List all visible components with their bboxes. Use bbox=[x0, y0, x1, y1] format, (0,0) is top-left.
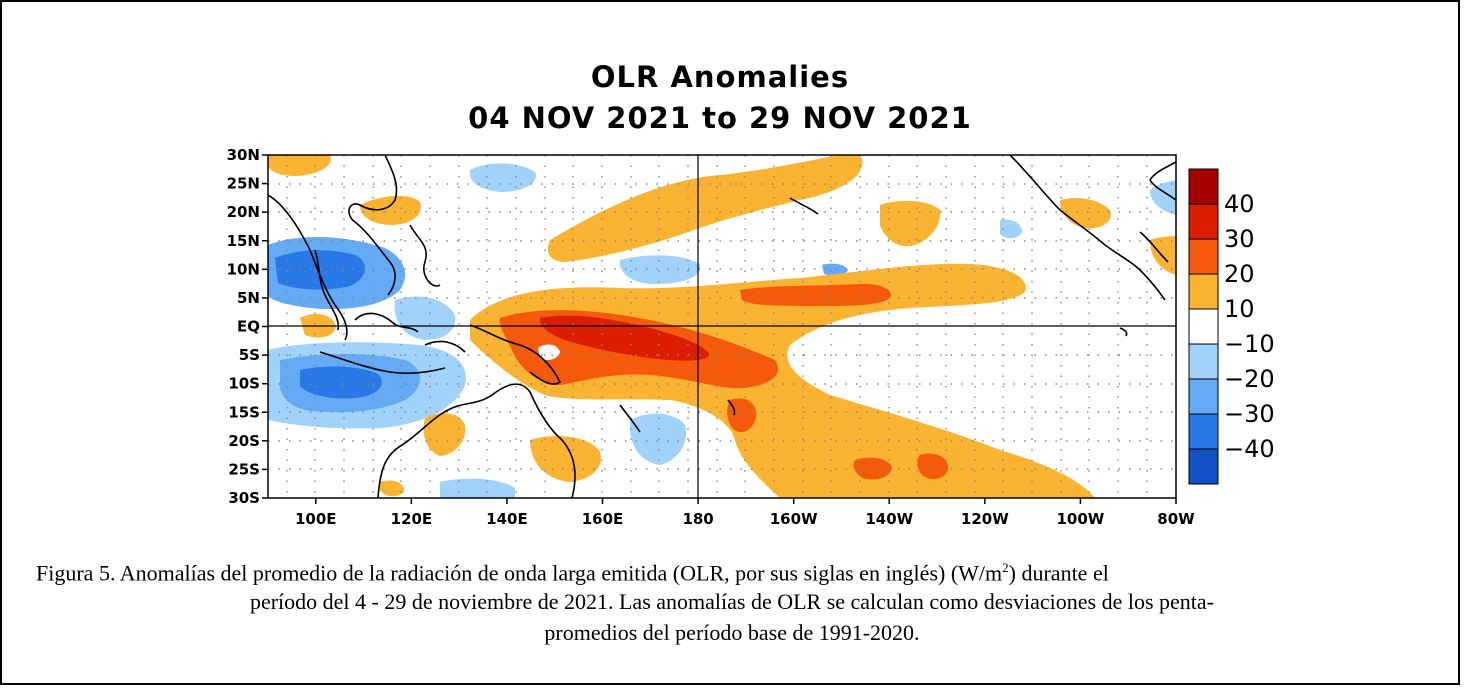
colorbar-tick-label: 20 bbox=[1224, 260, 1255, 288]
anomaly-region bbox=[547, 155, 863, 262]
anomaly-region bbox=[440, 478, 515, 498]
anomaly-region bbox=[469, 163, 536, 192]
y-tick-label: 5S bbox=[239, 346, 260, 364]
x-axis: 100E 120E 140E 160E 180 160W 140W 120W 100W 80W bbox=[295, 498, 1195, 528]
y-tick-label: 20N bbox=[227, 203, 260, 221]
colorbar-tick-label: 40 bbox=[1224, 190, 1255, 218]
chart-title: OLR Anomalies bbox=[590, 60, 850, 94]
colorbar-swatch bbox=[1188, 343, 1219, 380]
caption-superscript: 2 bbox=[1002, 560, 1009, 575]
colorbar-swatch bbox=[1188, 413, 1219, 450]
anomaly-region bbox=[880, 200, 941, 247]
colorbar-swatch bbox=[1188, 273, 1219, 310]
caption-line-3: promedios del período base de 1991-2020. bbox=[544, 620, 920, 645]
y-tick-label: 25S bbox=[228, 460, 260, 478]
anomaly-region bbox=[268, 155, 331, 176]
colorbar-swatch bbox=[1188, 203, 1219, 240]
y-tick-label: 20S bbox=[228, 432, 260, 450]
x-tick-label: 140E bbox=[486, 510, 528, 528]
x-tick-label: 100W bbox=[1056, 510, 1104, 528]
x-tick-label: 120E bbox=[391, 510, 433, 528]
colorbar-tick-label: 30 bbox=[1224, 225, 1255, 253]
anomaly-region bbox=[853, 457, 892, 480]
anomaly-region bbox=[394, 296, 456, 340]
colorbar-swatch bbox=[1188, 378, 1219, 415]
anomaly-region bbox=[1000, 219, 1022, 239]
colorbar-tick-label: −40 bbox=[1224, 435, 1275, 463]
x-tick-label: 140W bbox=[865, 510, 913, 528]
x-tick-label: 160E bbox=[582, 510, 624, 528]
anomaly-region bbox=[740, 283, 891, 306]
colorbar-tick-label: −10 bbox=[1224, 330, 1275, 358]
y-tick-label: 25N bbox=[227, 175, 260, 193]
y-axis: 30N 25N 20N 15N 10N 5N EQ 5S 10S 15S 20S 25S 30S bbox=[227, 146, 268, 507]
anomaly-region bbox=[1150, 180, 1176, 215]
anomaly-region bbox=[530, 436, 601, 482]
y-tick-label: 10N bbox=[227, 260, 260, 278]
anomaly-region bbox=[538, 344, 560, 360]
y-tick-label: 30S bbox=[228, 489, 260, 507]
colorbar-tick-label: −30 bbox=[1224, 400, 1275, 428]
anomaly-fields bbox=[268, 155, 1176, 498]
y-tick-label: 30N bbox=[227, 146, 260, 164]
caption-line-1-text: Figura 5. Anomalías del promedio de la r… bbox=[36, 560, 1003, 586]
anomaly-region bbox=[539, 315, 710, 361]
x-tick-label: 120W bbox=[961, 510, 1009, 528]
anomaly-region bbox=[380, 480, 405, 497]
caption-line-2: período del 4 - 29 de noviembre de 2021.… bbox=[249, 589, 1215, 614]
colorbar-tick-label: −20 bbox=[1224, 365, 1275, 393]
colorbar-swatch bbox=[1188, 448, 1219, 485]
anomaly-region bbox=[300, 366, 382, 399]
grid-lines bbox=[268, 155, 1176, 498]
y-tick-label: 15S bbox=[228, 403, 260, 421]
y-tick-label: 5N bbox=[237, 289, 260, 307]
anomaly-region bbox=[629, 413, 687, 465]
anomaly-region bbox=[619, 255, 701, 285]
colorbar-swatch bbox=[1188, 238, 1219, 275]
colorbar-tick-label: 10 bbox=[1224, 295, 1255, 323]
anomaly-region bbox=[727, 398, 757, 433]
y-tick-label: EQ bbox=[237, 318, 260, 336]
x-tick-label: 100E bbox=[295, 510, 337, 528]
coastlines bbox=[268, 155, 1176, 498]
colorbar-swatch bbox=[1188, 308, 1219, 345]
anomaly-region bbox=[917, 453, 949, 480]
caption-line-1: Figura 5. Anomalías del promedio de la r… bbox=[36, 552, 1456, 588]
anomaly-region bbox=[360, 195, 421, 225]
y-tick-label: 10S bbox=[228, 375, 260, 393]
colorbar: 40 30 20 10 −10 −20 −30 −40 bbox=[1188, 168, 1275, 485]
chart-subtitle: 04 NOV 2021 to 29 NOV 2021 bbox=[468, 101, 972, 135]
colorbar-swatch bbox=[1188, 168, 1219, 205]
x-tick-label: 80W bbox=[1157, 510, 1195, 528]
anomaly-region bbox=[423, 413, 466, 456]
x-tick-label: 180 bbox=[682, 510, 713, 528]
x-tick-label: 160W bbox=[770, 510, 818, 528]
caption-line-1-end: ) durante el bbox=[1008, 560, 1109, 586]
y-tick-label: 15N bbox=[227, 232, 260, 250]
anomaly-region bbox=[275, 250, 366, 290]
